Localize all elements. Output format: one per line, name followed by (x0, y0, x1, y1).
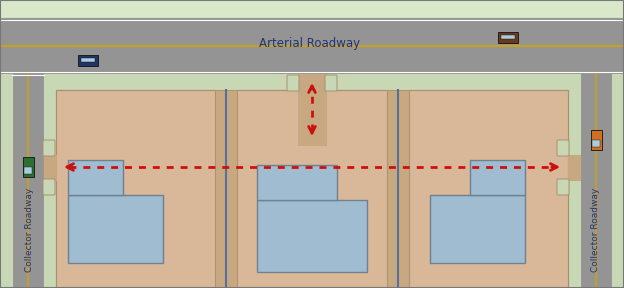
Bar (22, 157, 34, 177)
Bar (78, 54, 98, 65)
Text: Arterial Roadway: Arterial Roadway (260, 37, 361, 50)
Text: Collector Roadway: Collector Roadway (24, 188, 34, 272)
Bar (0, 74, 12, 288)
Bar (257, 165, 337, 200)
Bar (298, 74, 326, 90)
Bar (470, 160, 525, 195)
Bar (68, 160, 123, 195)
Bar (44, 74, 56, 288)
Bar (12, 74, 44, 288)
Text: Collector Roadway: Collector Roadway (590, 188, 600, 272)
Bar (498, 31, 518, 43)
Bar (612, 74, 624, 288)
Bar (44, 155, 56, 180)
Bar (24, 167, 32, 174)
Bar (0, 18, 624, 74)
Bar (68, 195, 163, 263)
FancyBboxPatch shape (43, 179, 55, 195)
FancyBboxPatch shape (287, 75, 299, 91)
Bar (568, 74, 580, 288)
Bar (590, 130, 602, 150)
Bar (56, 74, 568, 90)
Bar (592, 140, 600, 147)
FancyBboxPatch shape (557, 179, 569, 195)
FancyBboxPatch shape (43, 140, 55, 156)
Bar (580, 74, 612, 288)
Bar (81, 58, 95, 62)
FancyBboxPatch shape (557, 140, 569, 156)
Bar (56, 90, 215, 288)
Bar (257, 200, 367, 272)
Bar (56, 90, 568, 288)
Bar (237, 90, 387, 288)
Bar (501, 35, 515, 39)
Bar (298, 90, 326, 145)
Bar (0, 0, 624, 18)
Bar (568, 155, 580, 180)
Bar (215, 90, 237, 288)
Bar (409, 90, 568, 288)
Bar (387, 90, 409, 288)
Bar (430, 195, 525, 263)
FancyBboxPatch shape (325, 75, 337, 91)
